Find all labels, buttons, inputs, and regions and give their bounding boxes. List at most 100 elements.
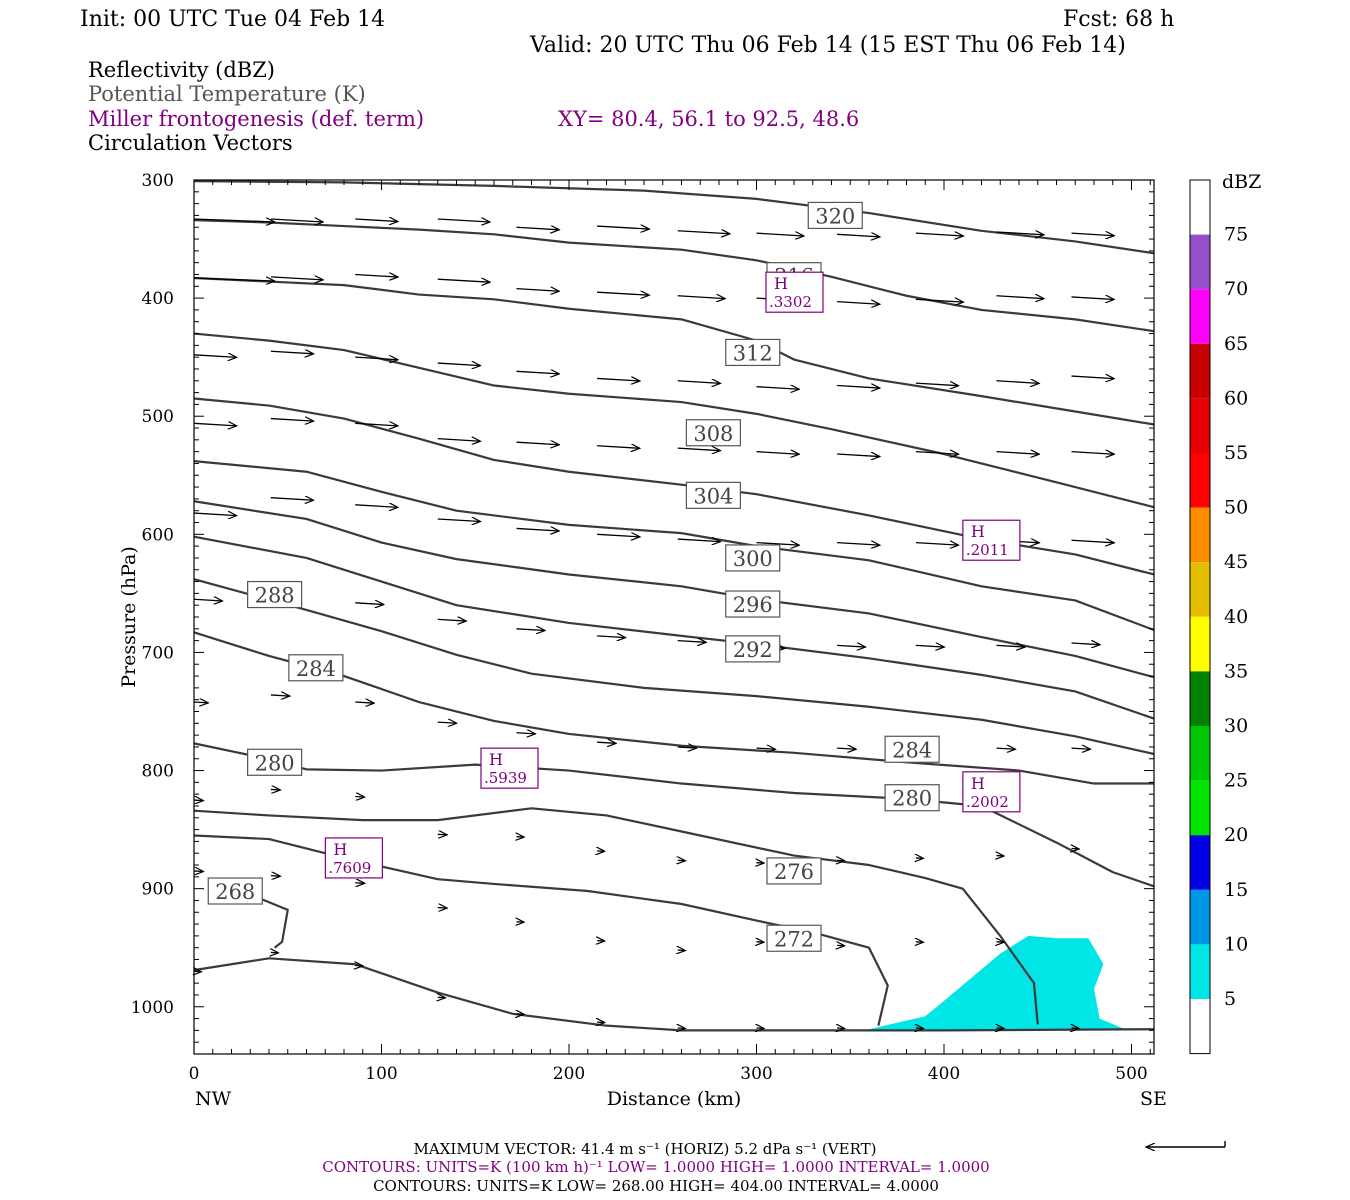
frontogenesis-max-box [962, 519, 1021, 561]
frontogenesis-max-box [324, 837, 383, 879]
y-axis-label: Pressure (hPa) [118, 546, 140, 688]
circulation-vector [270, 219, 323, 222]
colorbar-swatch [1190, 835, 1210, 890]
circulation-vector [193, 423, 237, 426]
circulation-vector [756, 543, 800, 546]
colorbar-tick-label: 50 [1224, 497, 1248, 519]
circulation-vector [516, 227, 560, 230]
circulation-vector [837, 748, 856, 749]
colorbar-tick-label: 35 [1224, 660, 1248, 682]
theta-contour-316 [193, 219, 1155, 333]
theta-label: 288 [255, 584, 295, 608]
theta-contour-276 [193, 807, 1039, 1025]
circulation-vector [193, 355, 237, 358]
y-tick-label: 700 [142, 643, 174, 663]
circulation-vector [355, 702, 374, 703]
frontogenesis-max-value: .2011 [966, 541, 1009, 559]
circulation-vector [355, 603, 384, 605]
circulation-vector [677, 747, 697, 748]
circulation-vector [193, 219, 275, 222]
theta-label: 284 [892, 738, 932, 762]
theta-label-box [766, 857, 822, 885]
circulation-vector [996, 381, 1040, 384]
x-tick-label: 0 [189, 1064, 200, 1084]
colorbar-tick-label: 15 [1224, 879, 1248, 901]
frontogenesis-max-value: .5939 [484, 769, 527, 787]
circulation-vector [756, 233, 805, 236]
colorbar-tick-label: 25 [1224, 770, 1248, 792]
circulation-vector [270, 695, 290, 696]
x-tick-label: 500 [1115, 1064, 1147, 1084]
colorbar-swatch [1190, 616, 1210, 672]
colorbar-swatch [1190, 507, 1210, 563]
field-label-reflectivity: Reflectivity (dBZ) [88, 58, 275, 82]
circulation-vector [915, 299, 964, 302]
circulation-vector [756, 748, 776, 749]
circulation-vector [915, 543, 959, 546]
circulation-vector [1071, 297, 1115, 300]
circulation-vector [677, 231, 730, 234]
x-axis-label: Distance (km) [607, 1088, 742, 1110]
circulation-vector [193, 513, 237, 516]
theta-label: 292 [733, 638, 773, 662]
init-label: Init: 00 UTC Tue 04 Feb 14 [80, 7, 385, 32]
circulation-vector [837, 302, 880, 305]
theta-label-box [207, 877, 263, 905]
circulation-vector [996, 296, 1045, 299]
circulation-vector [915, 383, 959, 386]
theta-label-box [807, 201, 863, 230]
theta-contour-312 [193, 276, 1155, 426]
x-end-label-nw: NW [195, 1088, 232, 1110]
circulation-vector [193, 599, 223, 601]
colorbar-swatch [1190, 234, 1210, 290]
colorbar-swatch [1190, 671, 1210, 726]
circulation-vector [437, 219, 490, 222]
x-tick-label: 100 [365, 1064, 397, 1084]
colorbar-tick-label: 30 [1224, 715, 1248, 737]
xy-endpoints-label: XY= 80.4, 56.1 to 92.5, 48.6 [558, 107, 859, 131]
colorbar-swatch [1190, 726, 1210, 781]
theta-label-box [884, 735, 940, 763]
y-tick-label: 500 [142, 407, 174, 427]
x-tick-label: 200 [553, 1064, 585, 1084]
circulation-vector [837, 234, 880, 237]
theta-contour-300 [193, 460, 1155, 632]
circulation-vector [1071, 233, 1115, 236]
theta-label-box [884, 784, 940, 812]
circulation-vector [597, 378, 640, 381]
y-tick-label: 800 [142, 762, 174, 782]
frontogenesis-max-value: .2002 [966, 793, 1009, 811]
theta-label-box [766, 924, 822, 952]
circulation-vector [996, 232, 1045, 235]
frontogenesis-max-box [765, 271, 824, 313]
theta-label: 272 [774, 927, 814, 951]
circulation-vector [597, 292, 649, 295]
theta-label-box [685, 419, 741, 447]
x-end-label-se: SE [1140, 1088, 1167, 1110]
circulation-vector [915, 645, 945, 647]
frontogenesis-max-label: H [971, 774, 985, 793]
plot-frame [193, 179, 1155, 1055]
circulation-vector [516, 528, 560, 531]
colorbar-swatch [1190, 780, 1210, 836]
theta-contour-288 [193, 578, 1155, 756]
colorbar-tick-label: 65 [1224, 333, 1248, 355]
circulation-vector [270, 419, 314, 422]
circulation-vector [437, 834, 448, 835]
theta-contour-308 [193, 332, 1155, 509]
theta-contours [193, 180, 1155, 1032]
circulation-vector [756, 387, 800, 390]
theta-contour-280 [193, 742, 1155, 888]
colorbar-title: dBZ [1222, 171, 1261, 193]
circulation-vector [597, 636, 626, 638]
colorbar: 5 10 15 20 25 30 35 40 45 50 55 60 65 70 75 [1189, 179, 1248, 1055]
circulation-vector [437, 363, 481, 366]
circulation-vector [756, 452, 800, 455]
theta-label: 304 [693, 484, 733, 508]
colorbar-tick-label: 5 [1224, 988, 1236, 1010]
circulation-vector [437, 439, 481, 442]
frontogenesis-max-value: .3302 [769, 293, 812, 311]
colorbar-tick-label: 40 [1224, 606, 1248, 628]
